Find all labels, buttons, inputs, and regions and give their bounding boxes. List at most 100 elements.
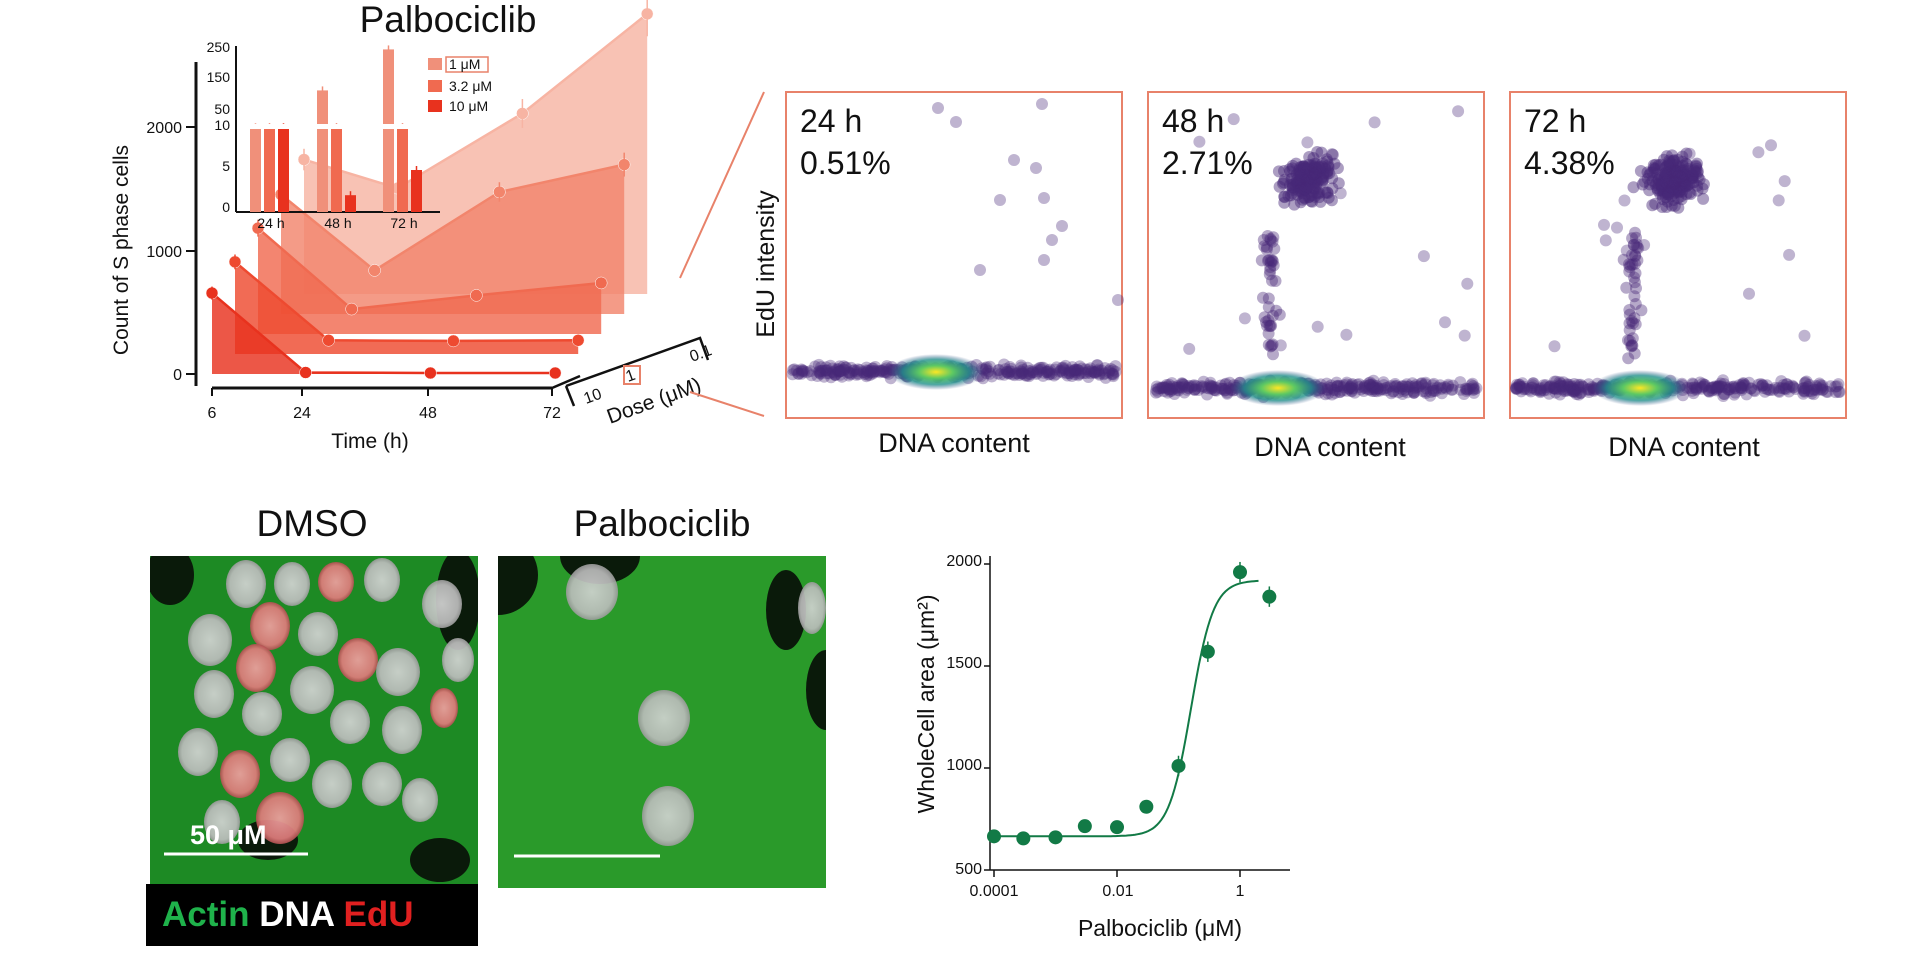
scatter-dot <box>798 365 811 378</box>
scatter-dot <box>1322 161 1335 174</box>
scatter-dot <box>1263 268 1276 281</box>
scatter-dot <box>1416 379 1429 392</box>
scatter-dot <box>1439 316 1451 329</box>
scatter-dot <box>1515 381 1528 394</box>
scatter-dot <box>1387 385 1400 398</box>
scatter-dot <box>1303 171 1316 184</box>
scatter-dot <box>1571 381 1584 394</box>
scatter-dot <box>1182 382 1195 395</box>
series-point-0-3 <box>548 366 562 380</box>
scatter-dot <box>1669 185 1682 198</box>
scatter-dot <box>1686 377 1699 390</box>
scatter-dot <box>1320 153 1333 166</box>
scatter-dot <box>1310 179 1323 192</box>
scatter-dot <box>1667 194 1680 206</box>
scatter-dot <box>1050 361 1063 374</box>
scatter-dot <box>1296 179 1309 192</box>
scatter-dot <box>1813 377 1826 390</box>
scatter-dot <box>1265 254 1278 267</box>
panel-a-yticks: 2000 1000 0 <box>146 120 196 384</box>
scatter-dot <box>1368 381 1381 394</box>
scatter-dot <box>1177 378 1190 391</box>
scatter-dot <box>1680 188 1693 201</box>
scatter-dot <box>1554 379 1567 392</box>
scatter-dot <box>1623 324 1636 337</box>
scatter-dot <box>1563 380 1576 393</box>
scatter-dot <box>1384 380 1397 393</box>
scatter-dot <box>1679 179 1692 192</box>
scatter-dot <box>1182 381 1195 394</box>
scatter-dot <box>1037 361 1050 374</box>
scatter-dot <box>1362 377 1375 390</box>
scatter-dot <box>1705 381 1718 394</box>
scatter-dot <box>1658 182 1670 194</box>
scatter-dot <box>835 364 847 377</box>
scatter-dot <box>1034 363 1047 376</box>
scatter-dot <box>858 368 871 380</box>
scatter-dot <box>1808 383 1821 396</box>
scatter-dot <box>832 365 845 378</box>
scatter-dot <box>1626 339 1639 352</box>
scatter-dot <box>1682 165 1695 178</box>
scatter-dot <box>1293 166 1306 179</box>
scatter-dot <box>1283 163 1296 176</box>
scatter-dot <box>1628 312 1641 325</box>
scatter-dot <box>1020 369 1033 382</box>
scatter-dot <box>1816 384 1829 397</box>
panel-a-xlabel: Time (h) <box>331 430 408 453</box>
scatter-dot <box>1369 383 1381 395</box>
scatter-dot <box>1817 383 1830 396</box>
scatter-dot <box>1629 249 1641 262</box>
scatter-dot <box>1420 387 1432 399</box>
scatter-dot <box>1798 384 1811 397</box>
scatter-dot <box>1567 384 1580 397</box>
edu-positive-nucleus <box>318 562 354 602</box>
scatter-dot <box>1066 361 1079 374</box>
scatter-dot <box>999 363 1012 376</box>
scatter-dot <box>867 366 880 379</box>
scatter-dot <box>1291 176 1304 189</box>
scatter-dot <box>1002 367 1015 380</box>
scatter-dot <box>1297 160 1310 173</box>
scatter-dot <box>1379 382 1392 395</box>
scatter-dot <box>1625 315 1638 327</box>
scatter-dot <box>1197 380 1210 393</box>
scatter-dot <box>1624 259 1637 271</box>
scatter-dot <box>1657 176 1670 189</box>
scatter-dot <box>1310 157 1323 170</box>
scatter-dot <box>866 367 879 380</box>
scatter-dot <box>1309 167 1322 180</box>
scatter-dot <box>1626 249 1638 262</box>
scatter-dot <box>1461 277 1474 290</box>
scatter-dot <box>1287 181 1300 194</box>
dose-point <box>1200 644 1215 659</box>
scatter-dot <box>1569 384 1582 396</box>
scatter-dot <box>1534 383 1547 396</box>
scatter-dot <box>1103 364 1116 377</box>
scatter-dot <box>1082 371 1095 383</box>
scatter-dot <box>1396 380 1409 393</box>
scatter-dot <box>1419 378 1432 391</box>
scatter-dot <box>1342 382 1355 395</box>
scatter-dot <box>1171 383 1184 396</box>
scatter-dot <box>1548 380 1561 393</box>
scatter-dot <box>1337 381 1350 394</box>
scatter-dot <box>1598 218 1610 231</box>
scatter-dot <box>1739 379 1751 392</box>
scatter-dot <box>1686 172 1699 185</box>
scatter-dot <box>1513 378 1526 391</box>
scatter-dot <box>1068 368 1081 381</box>
scatter-dot <box>1181 383 1193 396</box>
scatter-dot <box>1695 382 1708 395</box>
scatter-dot <box>1744 382 1757 395</box>
scatter-dot <box>1367 382 1379 395</box>
scatter-dot <box>1003 361 1016 373</box>
scatter-dot <box>1452 105 1465 118</box>
nucleus <box>290 666 334 714</box>
scatter-dot <box>1312 187 1325 200</box>
scatter-dot <box>1207 380 1220 393</box>
scatter-72h-pct: 4.38% <box>1524 145 1615 181</box>
scatter-dot <box>1049 363 1061 376</box>
scatter-72h-xlabel: DNA content <box>1608 432 1760 462</box>
scatter-dot <box>1093 368 1106 381</box>
